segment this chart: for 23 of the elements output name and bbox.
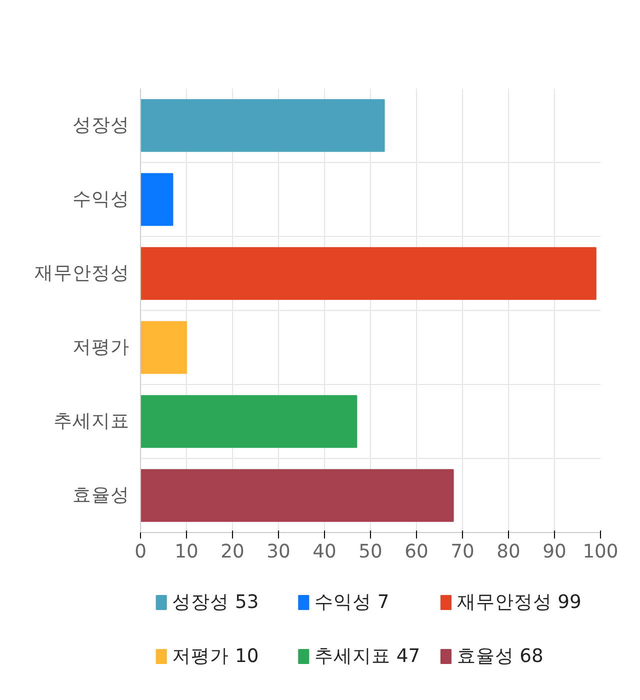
x-tick-label: 10 [174, 542, 198, 562]
x-tick-label: 20 [220, 542, 244, 562]
x-tick-label: 90 [542, 542, 566, 562]
x-tick-label: 0 [134, 542, 146, 562]
legend-label: 추세지표 47 [314, 646, 420, 667]
y-tick-label: 수익성 [72, 189, 130, 210]
legend-label: 성장성 53 [172, 592, 259, 613]
legend-label: 효율성 68 [456, 646, 544, 667]
x-tick-label: 30 [266, 542, 290, 562]
x-tick-label: 100 [582, 542, 618, 562]
x-tick-label: 40 [312, 542, 336, 562]
x-tick-label: 60 [404, 542, 428, 562]
y-tick-label: 성장성 [72, 115, 130, 136]
y-tick-label: 저평가 [72, 337, 130, 358]
y-tick-label: 재무안정성 [34, 263, 130, 284]
x-tick-label: 50 [358, 542, 382, 562]
x-tick-label: 70 [450, 542, 474, 562]
legend-label: 재무안정성 99 [456, 592, 582, 613]
y-tick-label: 추세지표 [54, 411, 130, 432]
legend-label: 저평가 10 [172, 646, 259, 667]
legend-label: 수익성 7 [314, 592, 390, 613]
y-tick-label: 효율성 [72, 485, 130, 506]
x-tick-label: 80 [496, 542, 520, 562]
